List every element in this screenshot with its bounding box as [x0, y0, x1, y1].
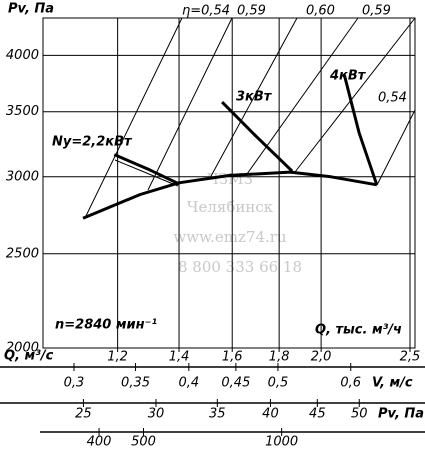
curve — [82, 170, 378, 220]
x-tick-label: 1,4 — [169, 350, 190, 365]
y-tick-label: 4000 — [6, 48, 39, 63]
scale-tick-label: 0,35 — [121, 376, 150, 391]
scale-tick-label: 50 — [351, 407, 368, 422]
x-axis-title: Q, тыс. м³/ч — [315, 323, 402, 338]
scale-label: Pv, Па — [378, 407, 424, 422]
watermark: Челябинск — [187, 198, 274, 216]
eta-label: 0,59 — [362, 4, 391, 19]
speed-label: n=2840 мин⁻¹ — [55, 318, 157, 333]
eta-line — [209, 17, 298, 179]
eta-line — [294, 17, 416, 173]
x-tick-label: 2,5 — [400, 350, 421, 365]
scale-tick-label: 1000 — [265, 435, 298, 450]
y-tick-label: 2500 — [6, 246, 39, 261]
eta-line — [147, 17, 233, 191]
x-tick-label: 2,0 — [311, 350, 332, 365]
x-tick-label: 1,8 — [269, 350, 290, 365]
eta-label: η=0,54 — [182, 4, 230, 19]
y-tick-label: 3500 — [6, 104, 39, 119]
curve — [113, 153, 180, 186]
scale-tick-label: 0,6 — [340, 376, 361, 391]
curve — [342, 74, 379, 186]
eta-line — [114, 159, 179, 187]
scale-tick-label: 400 — [87, 435, 112, 450]
eta-label: 0,59 — [237, 4, 266, 19]
scale-tick-label: 0,4 — [178, 376, 199, 391]
scale-tick-label: 40 — [262, 407, 279, 422]
curve-label: Ny=2,2кВт — [52, 135, 133, 150]
eta-label: 0,54 — [378, 91, 407, 106]
scale-tick-label: 45 — [309, 407, 326, 422]
eta-line — [84, 17, 183, 219]
eta-line — [246, 17, 359, 175]
watermark: www.emz74.ru — [173, 228, 287, 246]
curve-label: 3кВт — [236, 90, 273, 105]
scale-tick-label: 35 — [209, 407, 226, 422]
scale-label: V, м/с — [372, 376, 413, 391]
y-axis-title: Pv, Па — [8, 2, 54, 17]
scale-tick-label: 0,45 — [221, 376, 250, 391]
scale-tick-label: 25 — [75, 407, 92, 422]
q-label: Q, м³/с — [4, 349, 54, 364]
x-tick-label: 1,2 — [107, 350, 128, 365]
scale-tick-label: 30 — [148, 407, 165, 422]
scale-tick-label: 0,3 — [64, 376, 85, 391]
x-tick-label: 1,6 — [222, 350, 243, 365]
y-tick-label: 2000 — [6, 341, 39, 356]
curve-label: 4кВт — [329, 69, 367, 84]
eta-label: 0,60 — [306, 4, 335, 19]
y-tick-label: 3000 — [6, 169, 39, 184]
eta-line — [376, 109, 416, 186]
scale-tick-label: 500 — [131, 435, 156, 450]
efficiency-lines — [84, 17, 416, 219]
scale-tick-label: 0,5 — [268, 376, 289, 391]
watermark: 8 800 333 66 18 — [178, 258, 302, 276]
curve — [221, 101, 294, 173]
